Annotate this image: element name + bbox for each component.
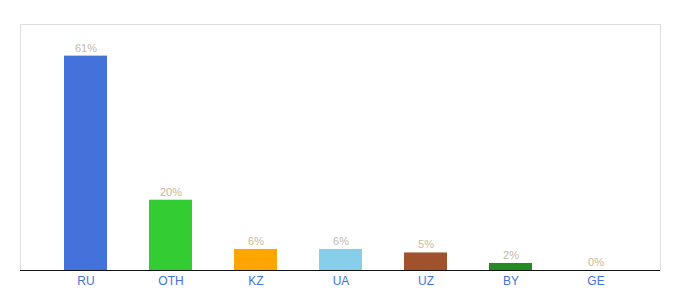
svg-text:61%: 61%: [75, 42, 97, 54]
svg-text:UZ: UZ: [418, 274, 434, 288]
svg-text:0%: 0%: [588, 256, 604, 268]
svg-text:5%: 5%: [418, 238, 434, 250]
svg-text:2%: 2%: [503, 249, 519, 261]
svg-text:20%: 20%: [160, 186, 182, 198]
svg-text:KZ: KZ: [248, 274, 263, 288]
svg-text:OTH: OTH: [158, 274, 183, 288]
svg-text:RU: RU: [77, 274, 94, 288]
svg-text:GE: GE: [587, 274, 604, 288]
svg-text:BY: BY: [503, 274, 519, 288]
svg-text:6%: 6%: [333, 235, 349, 247]
svg-text:6%: 6%: [248, 235, 264, 247]
svg-text:UA: UA: [333, 274, 350, 288]
